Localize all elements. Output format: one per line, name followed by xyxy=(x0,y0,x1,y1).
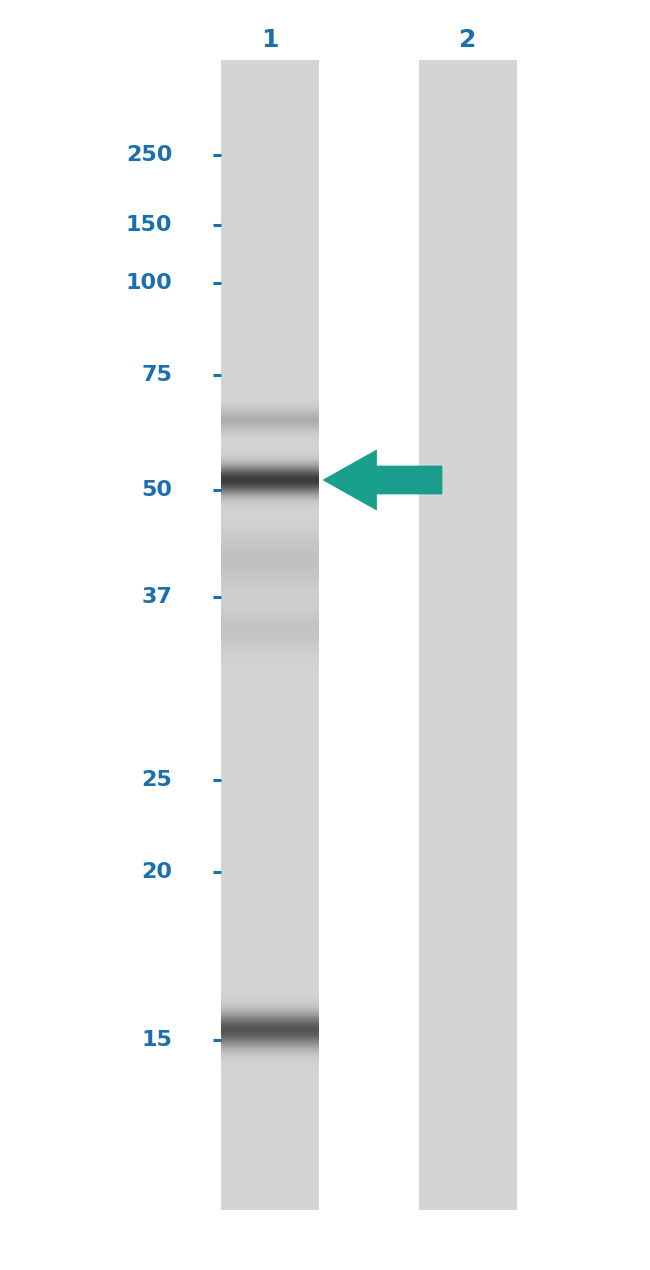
Text: 15: 15 xyxy=(142,1030,172,1050)
Text: 250: 250 xyxy=(126,145,172,165)
Text: 150: 150 xyxy=(125,215,172,235)
Text: 75: 75 xyxy=(142,364,172,385)
Text: 1: 1 xyxy=(261,28,278,52)
Polygon shape xyxy=(323,450,442,511)
Bar xyxy=(221,60,318,1210)
Text: 37: 37 xyxy=(142,587,172,607)
Bar xyxy=(419,60,517,1210)
Text: 100: 100 xyxy=(125,273,172,293)
Text: 20: 20 xyxy=(141,862,172,881)
Text: 50: 50 xyxy=(141,480,172,500)
Text: 25: 25 xyxy=(142,770,172,790)
Text: 2: 2 xyxy=(460,28,476,52)
